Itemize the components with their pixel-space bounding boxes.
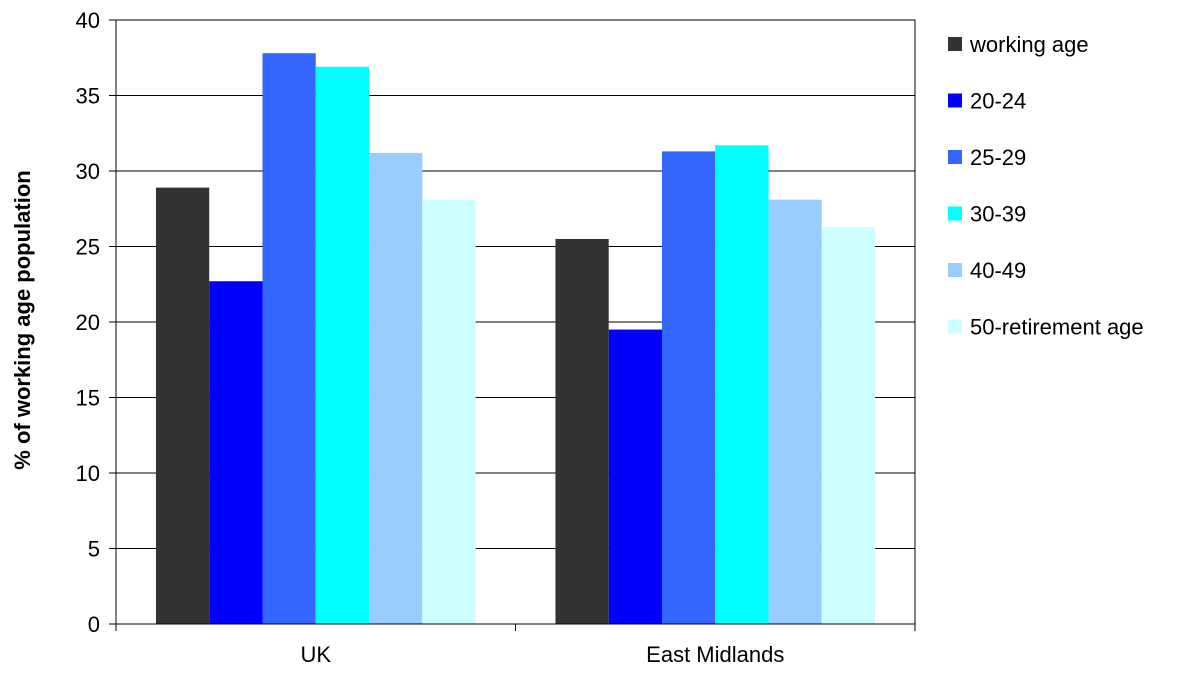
y-tick-label: 0	[88, 612, 100, 637]
legend-swatch	[948, 206, 962, 221]
bar-50-retirement-age-uk	[422, 199, 476, 624]
y-tick-label: 15	[76, 386, 100, 411]
y-tick-label: 40	[76, 8, 100, 33]
legend-swatch	[948, 37, 962, 51]
y-tick-label: 20	[76, 310, 100, 335]
bar-50-retirement-age-east-midlands	[821, 226, 876, 624]
legend-swatch	[948, 263, 962, 277]
bar-40-49-uk	[369, 152, 423, 624]
y-tick-label: 25	[76, 235, 100, 260]
bar-20-24-uk	[209, 281, 263, 624]
bar-30-39-east-midlands	[715, 145, 769, 624]
x-category-label: UK	[300, 642, 331, 667]
axis-labels: 0 5 10 15 20 25 30 35 40 UK East Midlands	[76, 8, 785, 667]
legend-label: working age	[969, 32, 1089, 57]
x-category-label: East Midlands	[646, 642, 784, 667]
legend-label: 50-retirement age	[970, 315, 1144, 340]
legend-swatch	[948, 93, 962, 108]
y-tick-label: 35	[76, 84, 100, 109]
legend-label: 20-24	[970, 89, 1026, 114]
bars	[155, 53, 876, 625]
bar-20-24-east-midlands	[608, 329, 662, 624]
legend-swatch	[948, 150, 962, 164]
legend: working age 20-24 25-29 30-39 40-49 50-retire…	[948, 32, 1144, 340]
bar-40-49-east-midlands	[768, 199, 822, 624]
y-tick-label: 10	[76, 461, 100, 486]
bar-30-39-uk	[315, 66, 370, 624]
bar-25-29-uk	[262, 53, 316, 625]
legend-swatch	[948, 319, 962, 334]
axes	[109, 19, 916, 631]
bar-working-age-east-midlands	[555, 238, 609, 624]
y-tick-label: 5	[88, 537, 100, 562]
legend-label: 25-29	[970, 145, 1026, 170]
legend-label: 30-39	[970, 202, 1026, 227]
y-axis-title: % of working age population	[10, 170, 35, 469]
bar-working-age-uk	[155, 187, 210, 625]
legend-label: 40-49	[970, 258, 1026, 283]
bar-25-29-east-midlands	[661, 151, 716, 624]
y-tick-label: 30	[76, 159, 100, 184]
